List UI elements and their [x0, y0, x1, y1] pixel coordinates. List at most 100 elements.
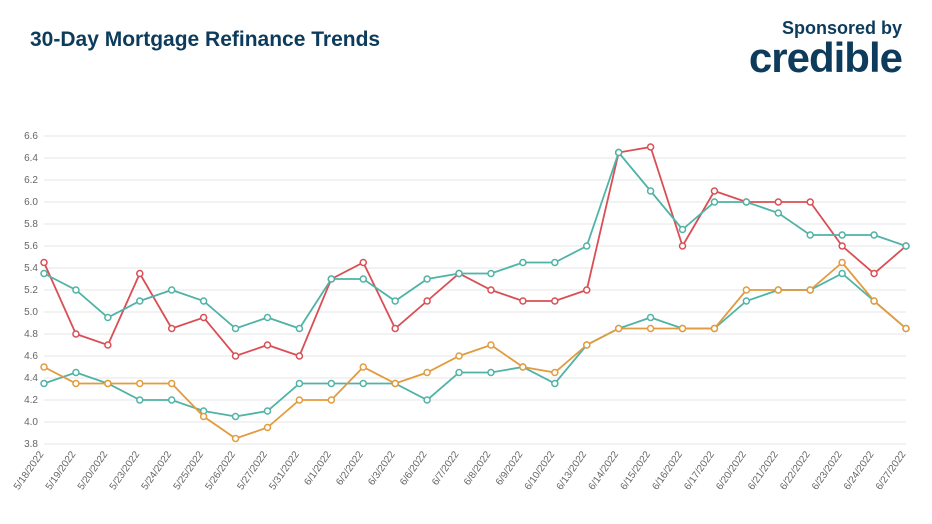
series-orange-marker [137, 381, 143, 387]
series-teal-upper-marker [264, 315, 270, 321]
y-axis-label: 6.0 [24, 197, 38, 208]
series-teal-lower-marker [264, 408, 270, 414]
x-axis-label: 6/1/2022 [302, 449, 334, 488]
series-teal-upper-marker [616, 150, 622, 156]
header: 30-Day Mortgage Refinance Trends Sponsor… [30, 18, 902, 79]
series-teal-upper-marker [488, 271, 494, 277]
series-orange-marker [201, 414, 207, 420]
x-axis-label: 5/25/2022 [172, 449, 207, 492]
x-axis-label: 6/21/2022 [746, 449, 781, 492]
series-teal-upper-marker [392, 298, 398, 304]
y-axis-label: 4.2 [24, 395, 38, 406]
series-orange-marker [41, 364, 47, 370]
series-orange-marker [711, 326, 717, 332]
series-orange-marker [743, 287, 749, 293]
series-teal-upper-marker [73, 287, 79, 293]
series-red-marker [488, 287, 494, 293]
series-orange-marker [73, 381, 79, 387]
series-teal-lower-marker [233, 414, 239, 420]
y-axis-label: 6.6 [24, 131, 38, 142]
series-teal-lower-marker [552, 381, 558, 387]
series-teal-upper-marker [552, 260, 558, 266]
series-orange-marker [424, 370, 430, 376]
x-axis-label: 6/16/2022 [650, 449, 685, 492]
series-orange-marker [520, 364, 526, 370]
series-red-marker [296, 353, 302, 359]
y-axis-label: 4.0 [24, 417, 38, 428]
series-red-marker [360, 260, 366, 266]
series-red-marker [648, 144, 654, 150]
y-axis-label: 4.8 [24, 329, 38, 340]
x-axis-label: 5/23/2022 [108, 449, 143, 492]
series-teal-lower-marker [328, 381, 334, 387]
series-teal-upper-marker [360, 276, 366, 282]
series-red-marker [169, 326, 175, 332]
x-axis-label: 5/18/2022 [12, 449, 47, 492]
series-teal-lower-marker [360, 381, 366, 387]
series-teal-upper-marker [169, 287, 175, 293]
x-axis-label: 5/26/2022 [203, 449, 238, 492]
series-red-marker [871, 271, 877, 277]
series-orange-marker [456, 353, 462, 359]
series-red-marker [711, 188, 717, 194]
x-axis-label: 6/20/2022 [714, 449, 749, 492]
series-orange-marker [871, 298, 877, 304]
series-orange-marker [233, 436, 239, 442]
series-orange-marker [264, 425, 270, 431]
series-teal-upper-marker [328, 276, 334, 282]
series-red-marker [41, 260, 47, 266]
series-red-marker [807, 199, 813, 205]
series-orange-marker [392, 381, 398, 387]
series-teal-upper-marker [839, 232, 845, 238]
series-teal-lower-marker [839, 271, 845, 277]
series-red-marker [839, 243, 845, 249]
x-axis-label: 5/27/2022 [235, 449, 270, 492]
series-teal-upper-marker [520, 260, 526, 266]
chart-area: 3.84.04.24.44.64.85.05.25.45.65.86.06.26… [10, 130, 916, 514]
x-axis-label: 6/8/2022 [462, 449, 494, 488]
series-teal-upper-marker [137, 298, 143, 304]
series-teal-upper-marker [903, 243, 909, 249]
series-orange-marker [584, 342, 590, 348]
y-axis-label: 5.8 [24, 219, 38, 230]
series-red-marker [680, 243, 686, 249]
series-teal-upper-marker [775, 210, 781, 216]
y-axis-label: 3.8 [24, 439, 38, 450]
series-teal-lower-marker [424, 397, 430, 403]
x-axis-label: 6/3/2022 [366, 449, 398, 488]
series-red-marker [424, 298, 430, 304]
x-axis-label: 6/6/2022 [398, 449, 430, 488]
series-orange-marker [616, 326, 622, 332]
series-teal-upper-marker [201, 298, 207, 304]
x-axis-label: 5/31/2022 [267, 449, 302, 492]
x-axis-label: 6/24/2022 [842, 449, 877, 492]
y-axis-label: 6.2 [24, 175, 38, 186]
series-red-marker [201, 315, 207, 321]
series-teal-upper-marker [424, 276, 430, 282]
series-teal-upper-marker [711, 199, 717, 205]
series-teal-lower-marker [41, 381, 47, 387]
series-red-marker [584, 287, 590, 293]
series-orange-marker [903, 326, 909, 332]
series-orange-marker [552, 370, 558, 376]
series-orange-marker [328, 397, 334, 403]
series-red-marker [264, 342, 270, 348]
sponsor-logo: credible [749, 37, 902, 79]
series-teal-lower-marker [73, 370, 79, 376]
series-teal-lower-marker [169, 397, 175, 403]
x-axis-label: 6/7/2022 [430, 449, 462, 488]
series-red-marker [775, 199, 781, 205]
series-red-marker [392, 326, 398, 332]
series-teal-lower-marker [456, 370, 462, 376]
series-teal-upper-marker [807, 232, 813, 238]
line-chart: 3.84.04.24.44.64.85.05.25.45.65.86.06.26… [10, 130, 916, 514]
series-teal-upper-marker [456, 271, 462, 277]
series-orange-marker [488, 342, 494, 348]
chart-title: 30-Day Mortgage Refinance Trends [30, 28, 380, 52]
series-teal-upper-line [44, 153, 906, 329]
x-axis-label: 6/15/2022 [619, 449, 654, 492]
series-orange-marker [169, 381, 175, 387]
x-axis-label: 6/13/2022 [555, 449, 590, 492]
series-teal-upper-marker [296, 326, 302, 332]
series-red-marker [73, 331, 79, 337]
